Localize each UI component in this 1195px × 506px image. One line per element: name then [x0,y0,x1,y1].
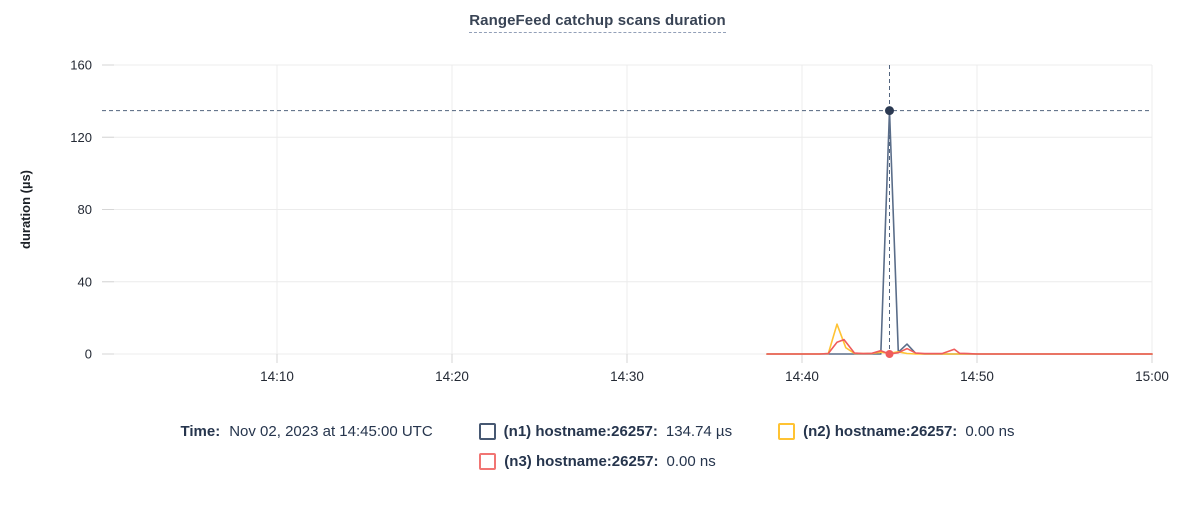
time-value: Nov 02, 2023 at 14:45:00 UTC [229,422,433,440]
legend-entry-n1-label: (n1) hostname:26257: [503,422,658,440]
series-n2-swatch-icon [778,422,796,440]
chart-title[interactable]: RangeFeed catchup scans duration [469,12,726,33]
legend-entry-n2-label: (n2) hostname:26257: [803,422,958,440]
svg-text:14:30: 14:30 [610,369,644,384]
legend-entry-n3[interactable]: (n3) hostname:26257: 0.00 ns [479,452,716,470]
svg-text:15:00: 15:00 [1135,369,1169,384]
svg-text:80: 80 [78,202,92,217]
time-label: Time: [180,422,221,440]
svg-text:0: 0 [85,347,92,362]
svg-text:14:50: 14:50 [960,369,994,384]
legend-row-2: (n3) hostname:26257: 0.00 ns [0,446,1195,476]
svg-text:14:20: 14:20 [435,369,469,384]
svg-text:160: 160 [70,58,92,73]
svg-text:40: 40 [78,274,92,289]
legend-entry-n3-value: 0.00 ns [666,452,716,470]
legend-entry-n2-value: 0.00 ns [965,422,1015,440]
legend-time: Time: Nov 02, 2023 at 14:45:00 UTC [180,423,432,440]
rangefeed-duration-chart[interactable]: 0 40 80 120 160 14:10 14:20 14:30 14:40 14:50 15:0… [0,42,1195,402]
legend-entry-n1-value: 134.74 µs [665,422,733,440]
series-n1-swatch-icon [478,422,496,440]
legend-row-1: Time: Nov 02, 2023 at 14:45:00 UTC (n1) … [0,416,1195,446]
svg-text:duration (µs): duration (µs) [18,170,33,249]
legend-entry-n3-label: (n3) hostname:26257: [504,452,659,470]
series-n3-swatch-icon [479,452,497,470]
chart-legend: Time: Nov 02, 2023 at 14:45:00 UTC (n1) … [0,416,1195,476]
legend-entry-n2[interactable]: (n2) hostname:26257: 0.00 ns [778,422,1015,440]
svg-text:120: 120 [70,130,92,145]
svg-text:14:40: 14:40 [785,369,819,384]
chart-header: RangeFeed catchup scans duration [0,0,1195,42]
svg-text:14:10: 14:10 [260,369,294,384]
legend-entry-n1[interactable]: (n1) hostname:26257: 134.74 µs [478,422,733,440]
